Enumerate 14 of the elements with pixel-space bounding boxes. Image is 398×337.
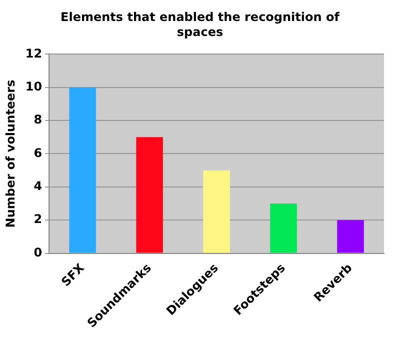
bar (270, 204, 297, 253)
y-axis-title: Number of volunteers (3, 80, 18, 228)
chart-title: Elements that enabled the recognition of spaces (60, 10, 341, 40)
y-tick-label: 6 (34, 146, 42, 160)
y-tick-label: 0 (34, 245, 42, 260)
bar (203, 170, 230, 253)
y-tick-label: 4 (34, 179, 42, 194)
y-tick-label: 2 (34, 212, 42, 226)
bar (337, 220, 364, 253)
y-tick-label: 10 (25, 80, 42, 94)
bar (69, 87, 96, 253)
y-tick-label: 12 (25, 46, 42, 60)
bar (136, 137, 163, 253)
y-tick-label: 8 (34, 112, 42, 127)
